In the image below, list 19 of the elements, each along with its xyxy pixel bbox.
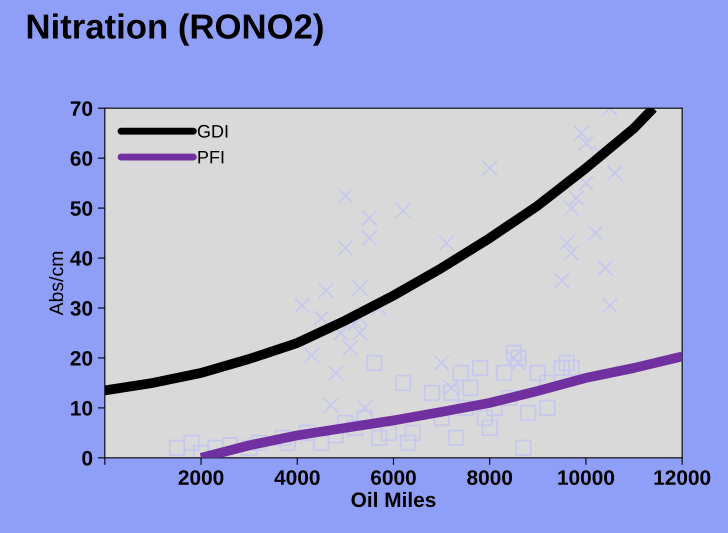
- x-tick-label: 10000: [558, 470, 614, 485]
- y-axis-title: Abs/cm: [48, 252, 64, 316]
- legend-label: GDI: [198, 124, 228, 138]
- y-tick-label: 0: [82, 450, 92, 466]
- x-tick-label: 12000: [654, 470, 710, 485]
- y-tick-label: 30: [70, 301, 92, 316]
- x-tick-label: 2000: [178, 470, 224, 485]
- chart-title: Nitration (RONO2): [28, 13, 323, 46]
- y-tick-label: 10: [71, 400, 92, 416]
- x-tick-label: 8000: [467, 470, 512, 485]
- y-tick-label: 50: [70, 201, 92, 216]
- legend-label: PFI: [198, 150, 224, 164]
- y-tick-label: 70: [70, 101, 92, 116]
- y-tick-label: 60: [70, 151, 92, 166]
- x-tick-label: 4000: [274, 470, 320, 485]
- x-tick-label: 6000: [371, 470, 416, 485]
- x-axis-title: Oil Miles: [352, 492, 436, 508]
- y-tick-label: 20: [70, 350, 92, 366]
- y-tick-label: 40: [70, 251, 92, 266]
